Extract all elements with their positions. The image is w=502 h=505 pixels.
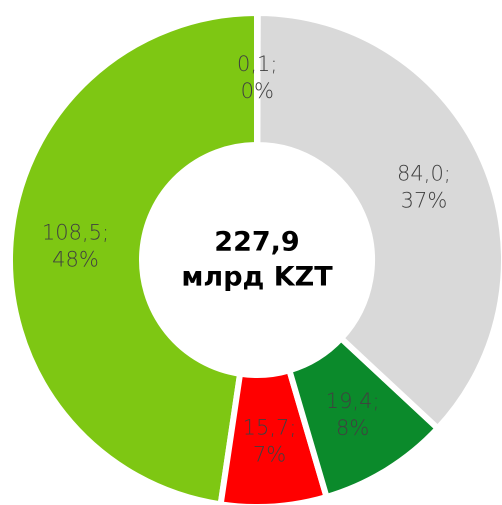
- donut-slice: [254, 9, 502, 433]
- slice-label: 19,4; 8%: [326, 389, 380, 440]
- slice-label: 108,5; 48%: [42, 221, 109, 272]
- slice-label: 0,1; 0%: [237, 52, 277, 103]
- value-label: 19,4;: [326, 389, 380, 413]
- center-unit: млрд KZT: [181, 262, 333, 293]
- donut-slice: [254, 9, 261, 149]
- center-value: 227,9: [214, 227, 299, 258]
- donut-slice: [285, 334, 442, 501]
- value-label: 0,1;: [237, 52, 277, 76]
- value-label: 15,7;: [243, 416, 297, 440]
- share-label: 8%: [336, 416, 369, 440]
- share-label: 48%: [52, 248, 99, 272]
- share-label: 7%: [253, 443, 286, 467]
- share-label: 0%: [241, 79, 274, 103]
- donut-slice: [7, 9, 260, 505]
- donut-slice: [217, 366, 331, 505]
- value-label: 84,0;: [397, 162, 451, 186]
- slice-label: 84,0; 37%: [397, 162, 451, 213]
- value-label: 108,5;: [42, 221, 109, 245]
- share-label: 37%: [401, 189, 448, 213]
- slice-label: 15,7; 7%: [243, 416, 297, 467]
